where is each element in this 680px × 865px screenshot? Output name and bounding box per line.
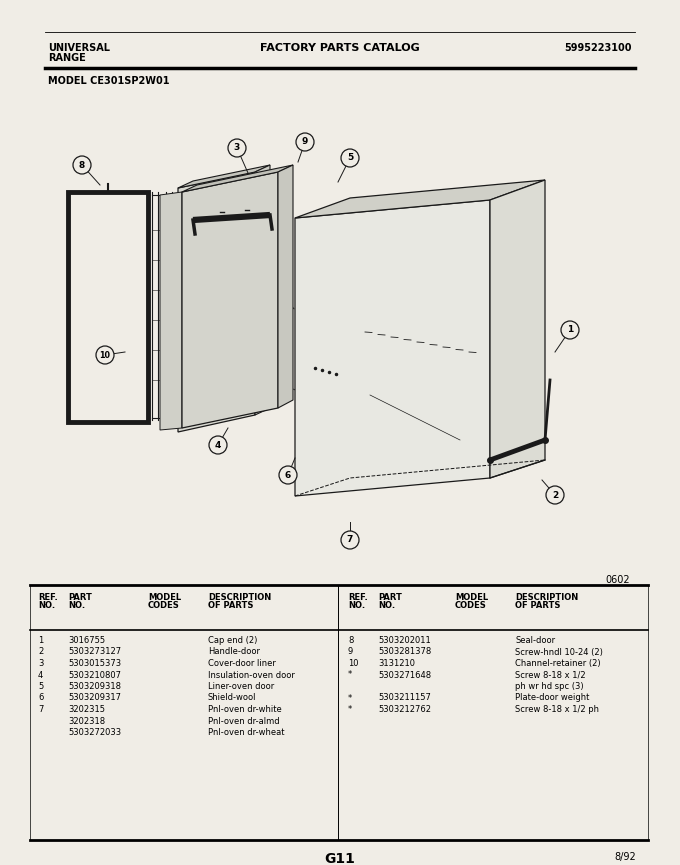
Text: MODEL: MODEL	[455, 593, 488, 602]
Polygon shape	[178, 165, 270, 188]
Text: 1: 1	[38, 636, 44, 645]
Polygon shape	[278, 165, 293, 408]
Text: 5303272033: 5303272033	[68, 728, 121, 737]
Text: 5303209317: 5303209317	[68, 694, 121, 702]
Text: Screw 8-18 x 1/2: Screw 8-18 x 1/2	[515, 670, 585, 680]
Text: 5303212762: 5303212762	[378, 705, 431, 714]
Text: PART: PART	[378, 593, 402, 602]
Circle shape	[561, 321, 579, 339]
Text: DESCRIPTION: DESCRIPTION	[515, 593, 578, 602]
Text: 3131210: 3131210	[378, 659, 415, 668]
Text: 5: 5	[347, 153, 353, 163]
Text: 9: 9	[302, 138, 308, 146]
Text: Pnl-oven dr-almd: Pnl-oven dr-almd	[208, 716, 279, 726]
Text: 0602: 0602	[605, 575, 630, 585]
Text: 9: 9	[348, 648, 353, 657]
Text: CODES: CODES	[148, 601, 180, 610]
Text: 7: 7	[38, 705, 44, 714]
Text: 6: 6	[285, 471, 291, 479]
Text: FACTORY PARTS CATALOG: FACTORY PARTS CATALOG	[260, 43, 420, 53]
Text: Plate-door weight: Plate-door weight	[515, 694, 590, 702]
Text: 5303281378: 5303281378	[378, 648, 431, 657]
Text: MODEL: MODEL	[148, 593, 181, 602]
Text: 3202318: 3202318	[68, 716, 105, 726]
Text: 8: 8	[79, 161, 85, 170]
Text: 2: 2	[552, 490, 558, 499]
Text: 10: 10	[99, 350, 110, 360]
Polygon shape	[160, 192, 182, 430]
Text: DESCRIPTION: DESCRIPTION	[208, 593, 271, 602]
Text: 5: 5	[38, 682, 44, 691]
Circle shape	[341, 149, 359, 167]
Polygon shape	[178, 172, 255, 432]
Circle shape	[96, 346, 114, 364]
Text: 5303271648: 5303271648	[378, 670, 431, 680]
Text: 5303273127: 5303273127	[68, 648, 121, 657]
Text: Screw 8-18 x 1/2 ph: Screw 8-18 x 1/2 ph	[515, 705, 599, 714]
Circle shape	[73, 156, 91, 174]
Text: 10: 10	[348, 659, 358, 668]
Text: 8/92: 8/92	[614, 852, 636, 862]
Text: Pnl-oven dr-wheat: Pnl-oven dr-wheat	[208, 728, 284, 737]
Text: *: *	[348, 705, 352, 714]
Text: 4: 4	[215, 440, 221, 450]
Text: Cap end (2): Cap end (2)	[208, 636, 257, 645]
Polygon shape	[255, 165, 270, 415]
Circle shape	[546, 486, 564, 504]
Text: MODEL CE301SP2W01: MODEL CE301SP2W01	[48, 76, 169, 86]
Text: 5303209318: 5303209318	[68, 682, 121, 691]
Text: Handle-door: Handle-door	[208, 648, 260, 657]
Text: CODES: CODES	[455, 601, 487, 610]
Text: Cover-door liner: Cover-door liner	[208, 659, 276, 668]
Text: Seal-door: Seal-door	[515, 636, 555, 645]
Circle shape	[279, 466, 297, 484]
Text: 5995223100: 5995223100	[564, 43, 632, 53]
Text: OF PARTS: OF PARTS	[208, 601, 254, 610]
Text: *: *	[348, 670, 352, 680]
Circle shape	[209, 436, 227, 454]
Text: 8: 8	[348, 636, 354, 645]
Text: PART: PART	[68, 593, 92, 602]
Text: UNIVERSAL: UNIVERSAL	[48, 43, 110, 53]
Text: Channel-retainer (2): Channel-retainer (2)	[515, 659, 600, 668]
Text: REF.: REF.	[38, 593, 58, 602]
Text: RANGE: RANGE	[48, 53, 86, 63]
Text: NO.: NO.	[348, 601, 365, 610]
Text: 3016755: 3016755	[68, 636, 105, 645]
Circle shape	[228, 139, 246, 157]
Text: ph wr hd spc (3): ph wr hd spc (3)	[515, 682, 583, 691]
Text: NO.: NO.	[68, 601, 85, 610]
Text: 2: 2	[38, 648, 44, 657]
Text: 5303211157: 5303211157	[378, 694, 431, 702]
Text: Shield-wool: Shield-wool	[208, 694, 256, 702]
Polygon shape	[72, 196, 144, 418]
Text: 1: 1	[567, 325, 573, 335]
Text: 3202315: 3202315	[68, 705, 105, 714]
Circle shape	[296, 133, 314, 151]
Text: Insulation-oven door: Insulation-oven door	[208, 670, 295, 680]
Text: 5303202011: 5303202011	[378, 636, 430, 645]
Text: Pnl-oven dr-white: Pnl-oven dr-white	[208, 705, 282, 714]
Polygon shape	[182, 172, 278, 428]
Text: Liner-oven door: Liner-oven door	[208, 682, 274, 691]
Circle shape	[341, 531, 359, 549]
Text: *: *	[348, 694, 352, 702]
Text: REF.: REF.	[348, 593, 368, 602]
Text: 5303210807: 5303210807	[68, 670, 121, 680]
Text: OF PARTS: OF PARTS	[515, 601, 560, 610]
Text: 3: 3	[38, 659, 44, 668]
Text: 3: 3	[234, 144, 240, 152]
Text: G11: G11	[324, 852, 356, 865]
Text: Screw-hndl 10-24 (2): Screw-hndl 10-24 (2)	[515, 648, 603, 657]
Polygon shape	[295, 200, 490, 496]
Text: 7: 7	[347, 535, 353, 544]
Text: 5303015373: 5303015373	[68, 659, 121, 668]
Text: NO.: NO.	[38, 601, 55, 610]
Polygon shape	[295, 180, 545, 218]
Text: 4: 4	[38, 670, 44, 680]
Text: 6: 6	[38, 694, 44, 702]
Polygon shape	[182, 165, 293, 192]
Text: NO.: NO.	[378, 601, 395, 610]
Polygon shape	[490, 180, 545, 478]
